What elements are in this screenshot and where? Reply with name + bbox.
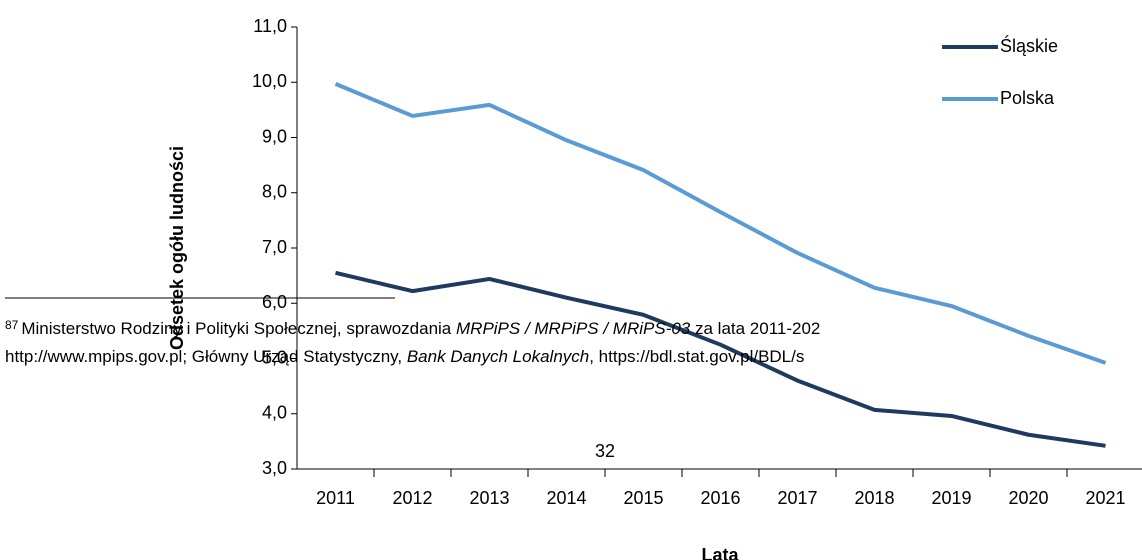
x-tick-label: 2013 bbox=[469, 488, 509, 508]
x-tick-label: 2020 bbox=[1008, 488, 1048, 508]
y-tick-label: 6,0 bbox=[262, 292, 287, 312]
x-tick-label: 2011 bbox=[316, 488, 355, 508]
footnote-text: Ministerstwo Rodziny i Polityki Społeczn… bbox=[21, 319, 456, 338]
page-number: 32 bbox=[595, 441, 615, 461]
x-axis-label: Lata bbox=[701, 545, 739, 560]
footnote-text: http://www.mpips.gov.pl; Główny Urząd St… bbox=[5, 347, 407, 366]
series-line bbox=[335, 270, 1106, 448]
y-tick-label: 3,0 bbox=[262, 458, 287, 478]
x-tick-label: 2015 bbox=[623, 488, 663, 508]
y-tick-label: 9,0 bbox=[262, 126, 287, 146]
x-tick-label: 2016 bbox=[700, 488, 740, 508]
y-tick-label: 11,0 bbox=[253, 16, 287, 36]
footnote-text: MRPiPS / MRPiPS / MRiPS-03 bbox=[456, 319, 691, 338]
y-axis-label: Odsetek ogółu ludności bbox=[167, 146, 187, 350]
x-tick-label: 2012 bbox=[392, 488, 432, 508]
x-tick-label: 2018 bbox=[854, 488, 894, 508]
footnote-text: za lata 2011-202 bbox=[690, 319, 820, 338]
x-tick-label: 2017 bbox=[777, 488, 817, 508]
plot-area: 3,0 4,0 5,0 6,0 7,0 8,0 9,0 10,0 11,0 2011 2012 201… bbox=[252, 16, 1142, 508]
y-tick-label: 5,0 bbox=[262, 347, 287, 367]
footnote-text: , https://bdl.stat.gov.pl/BDL/s bbox=[589, 347, 804, 366]
x-tick-label: 2021 bbox=[1085, 488, 1125, 508]
series-line bbox=[334, 82, 1107, 365]
footnote-number: 87 bbox=[5, 318, 19, 332]
x-tick-label: 2014 bbox=[546, 488, 586, 508]
footnote-line: http://www.mpips.gov.pl; Główny Urząd St… bbox=[5, 347, 804, 366]
y-tick-label: 10,0 bbox=[252, 71, 287, 91]
y-tick-label: 7,0 bbox=[262, 237, 287, 257]
y-tick-label: 4,0 bbox=[262, 403, 287, 423]
footnote-line: 87 Ministerstwo Rodziny i Polityki Społec… bbox=[5, 318, 820, 338]
y-tick-label: 8,0 bbox=[262, 182, 287, 202]
x-tick-label: 2019 bbox=[931, 488, 971, 508]
footnote-overlay: 87 Ministerstwo Rodziny i Polityki Społec… bbox=[5, 297, 820, 461]
legend-label: Polska bbox=[1000, 88, 1055, 108]
footnote-text: Bank Danych Lokalnych bbox=[407, 347, 589, 366]
legend-label: Śląskie bbox=[1000, 35, 1058, 56]
